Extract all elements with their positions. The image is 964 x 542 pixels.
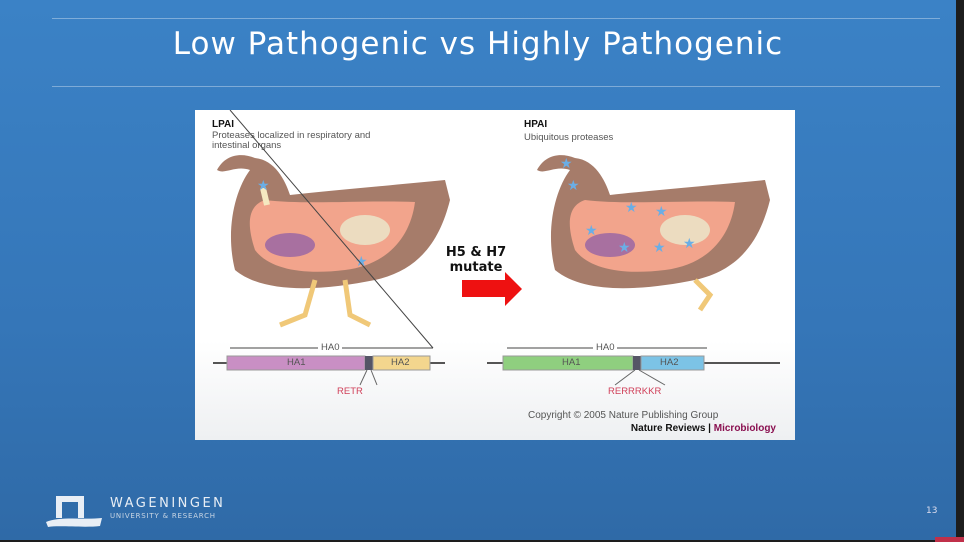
svg-text:★: ★ bbox=[257, 178, 270, 194]
divider bbox=[52, 86, 940, 87]
svg-text:★: ★ bbox=[653, 240, 666, 256]
slide-title: Low Pathogenic vs Highly Pathogenic bbox=[172, 26, 784, 62]
lpai-ha-bar bbox=[213, 110, 780, 386]
ha2-label: HA2 bbox=[660, 357, 679, 368]
cleavage-site: RERRRKKR bbox=[608, 386, 662, 397]
lpai-desc: intestinal organs bbox=[212, 140, 282, 151]
wageningen-logo-icon bbox=[46, 496, 102, 527]
svg-text:★: ★ bbox=[683, 236, 696, 252]
figure: LPAI Proteases localized in respiratory … bbox=[195, 110, 795, 440]
svg-text:★: ★ bbox=[585, 223, 598, 239]
brand-name: WAGENINGEN bbox=[110, 496, 226, 511]
ha2-label: HA2 bbox=[391, 357, 410, 368]
cleavage-site: RETR bbox=[337, 386, 363, 397]
chicken-illustrations: ★ ★ ★★ ★ ★ ★★ ★ ★ bbox=[213, 110, 780, 386]
svg-text:★: ★ bbox=[355, 254, 368, 270]
journal-credit: Nature Reviews | Microbiology bbox=[630, 423, 776, 434]
hpai-desc: Ubiquitous proteases bbox=[524, 132, 614, 143]
svg-text:★: ★ bbox=[655, 204, 668, 220]
hpai-chicken: ★ ★ ★ ★ ★ ★ ★ ★ bbox=[537, 155, 770, 312]
svg-text:★: ★ bbox=[618, 240, 631, 256]
svg-text:★: ★ bbox=[625, 200, 638, 216]
brand-subtitle: UNIVERSITY & RESEARCH bbox=[110, 512, 216, 520]
page-number: 13 bbox=[926, 506, 938, 516]
lpai-chicken: ★ ★ bbox=[217, 155, 450, 328]
edge-marker bbox=[935, 537, 964, 542]
svg-text:★: ★ bbox=[560, 156, 573, 172]
hpai-heading: HPAI bbox=[524, 119, 548, 130]
ha0-label: HA0 bbox=[593, 343, 618, 353]
lpai-heading: LPAI bbox=[212, 119, 235, 130]
mutation-label: H5 & H7 mutate bbox=[445, 245, 507, 275]
ha1-label: HA1 bbox=[562, 357, 581, 368]
svg-text:★: ★ bbox=[567, 178, 580, 194]
ha1-label: HA1 bbox=[287, 357, 306, 368]
divider bbox=[52, 18, 940, 19]
mutation-arrow bbox=[462, 272, 522, 306]
lpai-desc: Proteases localized in respiratory and bbox=[212, 130, 371, 141]
ha0-label: HA0 bbox=[318, 343, 343, 353]
copyright: Copyright © 2005 Nature Publishing Group bbox=[528, 410, 719, 421]
